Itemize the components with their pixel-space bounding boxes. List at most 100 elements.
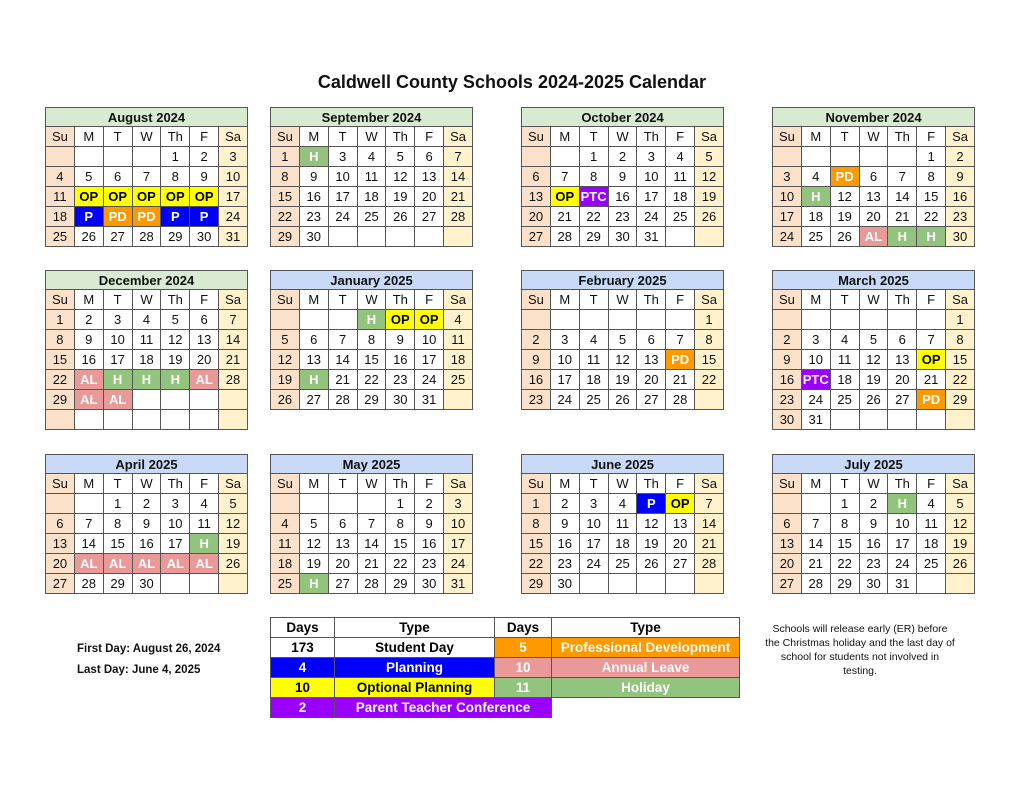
legend-row: 4 Planning 10 Annual Leave: [270, 657, 740, 678]
week-row: 23 24 25 26 27 PD 29: [772, 389, 975, 410]
day-cell: 20: [414, 186, 445, 207]
day-cell: 23: [858, 553, 889, 574]
day-cell-pd: PD: [916, 389, 947, 410]
day-cell: 9: [945, 166, 975, 187]
week-row: 29 30: [521, 573, 724, 594]
day-cell: [694, 389, 724, 410]
day-cell-op: OP: [102, 186, 133, 207]
week-row: 22 23 24 25 26 27 28: [521, 553, 724, 574]
weekday-header: Th: [887, 473, 918, 494]
day-cell: 6: [636, 329, 667, 350]
day-cell: 5: [858, 329, 889, 350]
day-cell: 7: [549, 166, 580, 187]
day-cell: 8: [270, 166, 300, 187]
day-cell: [665, 309, 696, 330]
day-cell: 23: [298, 206, 329, 227]
day-cell: 12: [945, 513, 975, 534]
day-cell: 11: [607, 513, 638, 534]
month-title: September 2024: [270, 107, 473, 127]
weekday-header: T: [102, 473, 133, 494]
day-cell: 30: [298, 226, 329, 247]
day-cell: 7: [356, 513, 387, 534]
day-cell: 26: [607, 389, 638, 410]
day-cell: 9: [858, 513, 889, 534]
week-row: 20 21 22 23 24 25 26: [772, 553, 975, 574]
day-cell: 21: [800, 553, 831, 574]
day-cell: [521, 146, 551, 167]
day-cell: 13: [772, 533, 802, 554]
weekday-header: Su: [270, 126, 300, 147]
day-cell: 24: [772, 226, 802, 247]
day-cell: [521, 309, 551, 330]
week-row: 13 OP PTC 16 17 18 19: [521, 186, 724, 207]
weekday-header: T: [829, 289, 860, 310]
day-cell-h: H: [887, 226, 918, 247]
day-cell: 4: [916, 493, 947, 514]
day-cell: [694, 573, 724, 594]
day-cell: [102, 146, 133, 167]
day-cell: 4: [270, 513, 300, 534]
day-cell: 4: [829, 329, 860, 350]
day-cell: 15: [356, 349, 387, 370]
day-cell: 24: [887, 553, 918, 574]
day-cell: 16: [521, 369, 551, 390]
day-cell: 11: [356, 166, 387, 187]
week-row: 26 27 28 29 30 31: [270, 389, 473, 410]
legend-type: Professional Development: [551, 637, 740, 658]
day-cell: 7: [73, 513, 104, 534]
day-cell: [772, 146, 802, 167]
day-cell: 9: [414, 513, 445, 534]
day-cell: 10: [102, 329, 133, 350]
day-cell: 10: [800, 349, 831, 370]
day-cell: 4: [578, 329, 609, 350]
week-row: 17 18 19 20 21 22 23: [772, 206, 975, 227]
day-cell: 4: [131, 309, 162, 330]
weekday-header: M: [549, 289, 580, 310]
week-row: 29 30: [270, 226, 473, 247]
day-cell: [131, 409, 162, 430]
weekday-header: T: [578, 289, 609, 310]
week-row: 15 16 17 18 19 20 21: [270, 186, 473, 207]
last-day: Last Day: June 4, 2025: [77, 664, 201, 676]
week-row: 10 H 12 13 14 15 16: [772, 186, 975, 207]
day-cell-h: H: [916, 226, 947, 247]
day-cell: 19: [829, 206, 860, 227]
day-cell: 2: [73, 309, 104, 330]
day-cell: 22: [521, 553, 551, 574]
legend-days: 5: [494, 637, 552, 658]
day-cell: 2: [607, 146, 638, 167]
day-cell: 11: [916, 513, 947, 534]
day-cell: [607, 309, 638, 330]
day-cell-ptc: PTC: [800, 369, 831, 390]
week-row: 9 10 11 12 13 PD 15: [521, 349, 724, 370]
day-cell: 24: [327, 206, 358, 227]
day-cell: [131, 389, 162, 410]
day-cell: 20: [772, 553, 802, 574]
day-cell: [916, 309, 947, 330]
weekday-header: Sa: [218, 126, 248, 147]
day-cell: 26: [636, 553, 667, 574]
day-cell: 1: [694, 309, 724, 330]
day-cell: 6: [772, 513, 802, 534]
month-february-2025: February 2025 Su M T W Th F Sa 1 2 3 4 5 6 7 8 9 10 11 12 13…: [521, 270, 724, 410]
day-cell: [772, 493, 802, 514]
day-cell: [160, 389, 191, 410]
month-april-2025: April 2025 Su M T W Th F Sa 1 2 3 4 5 6 7 8 9 10 11 12 13 14 1…: [45, 454, 248, 594]
day-cell-op: OP: [189, 186, 220, 207]
day-cell: [858, 309, 889, 330]
day-cell: 11: [189, 513, 220, 534]
day-cell: 5: [270, 329, 300, 350]
day-cell: [829, 309, 860, 330]
day-cell: 12: [270, 349, 300, 370]
day-cell: 13: [298, 349, 329, 370]
weekday-header: Su: [521, 289, 551, 310]
day-cell: 27: [414, 206, 445, 227]
day-cell: 14: [887, 186, 918, 207]
day-cell: [45, 493, 75, 514]
day-cell: 2: [521, 329, 551, 350]
day-cell: 25: [800, 226, 831, 247]
day-cell: 17: [578, 533, 609, 554]
day-cell: 21: [549, 206, 580, 227]
